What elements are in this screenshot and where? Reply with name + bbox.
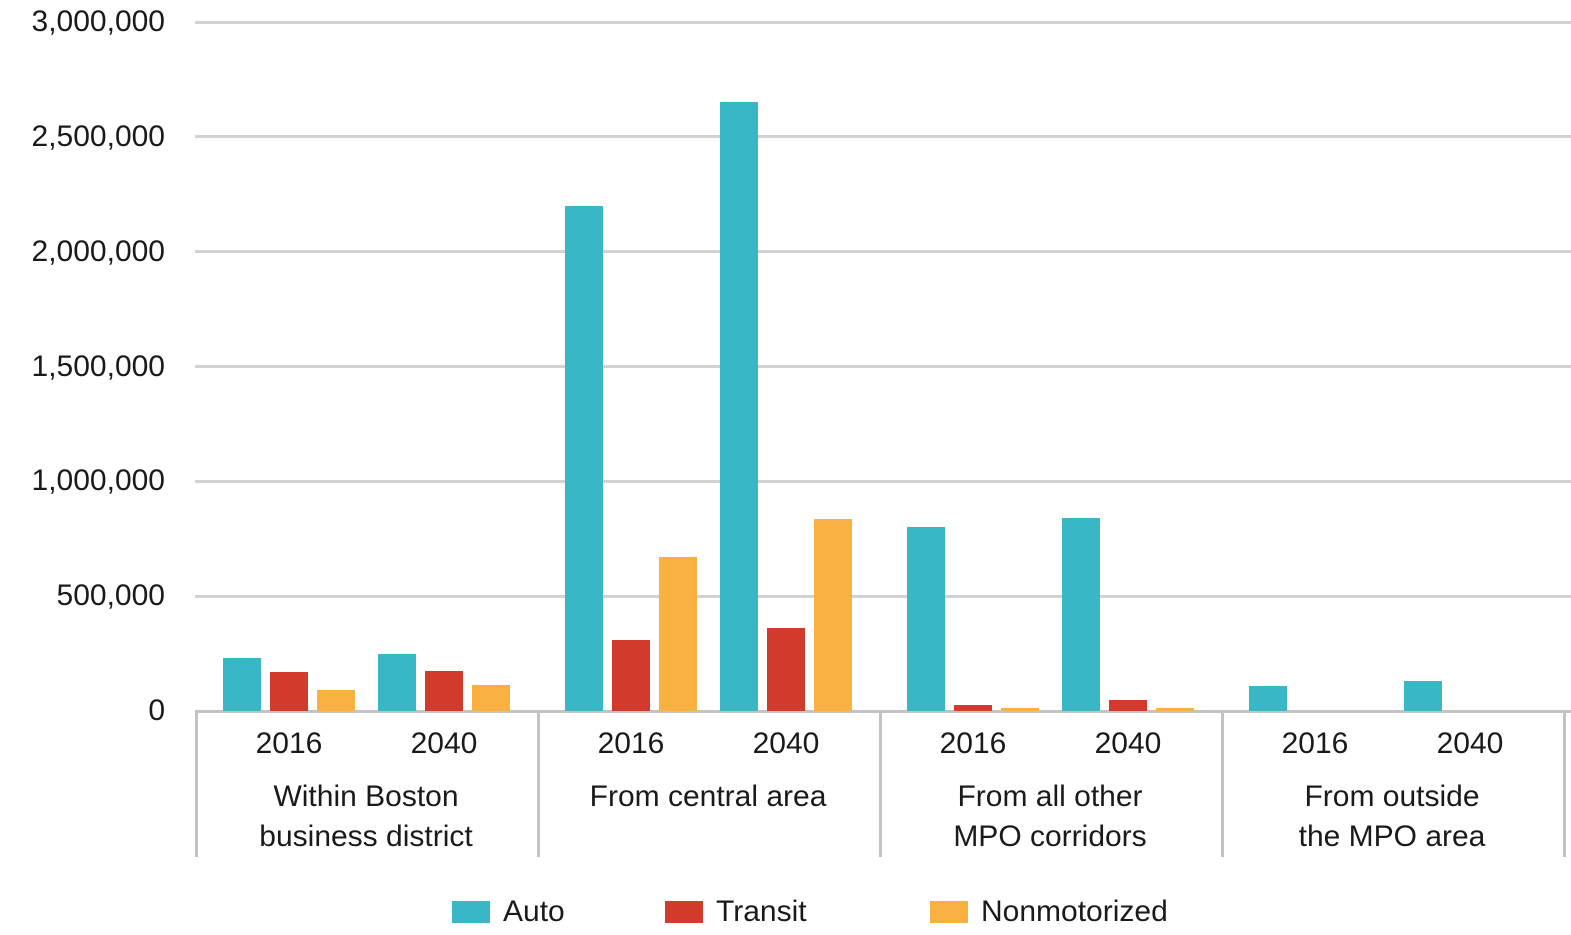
legend-label: Nonmotorized (981, 895, 1168, 928)
x-axis-baseline (195, 709, 1571, 713)
bar-transit-2016 (612, 639, 650, 711)
category-divider (1221, 711, 1224, 857)
bar-auto-2016 (223, 658, 261, 711)
legend-label: Auto (503, 895, 565, 928)
legend-swatch-transit (665, 901, 703, 923)
bar-transit-2040 (767, 628, 805, 711)
x-axis-year-label: 2016 (597, 727, 665, 760)
y-axis-tick-label: 3,000,000 (31, 5, 165, 38)
x-axis-year-label: 2040 (1094, 727, 1162, 760)
x-axis-year-label: 2040 (752, 727, 820, 760)
x-axis-group-label: Within Boston business district (195, 777, 537, 857)
x-axis-group-label-line: From outside (1304, 780, 1480, 813)
legend-swatch-nonmotorized (930, 901, 968, 923)
bar-transit-2040 (1109, 699, 1147, 711)
x-axis-year-label: 2016 (255, 727, 323, 760)
bar-transit-2016 (954, 705, 992, 711)
x-axis-year-label: 2040 (1436, 727, 1504, 760)
x-axis-group-label-line: From all other (957, 780, 1143, 813)
bar-nonmotorized-2040 (1156, 707, 1194, 711)
bar-auto-2016 (565, 205, 603, 711)
x-axis-group-label: From outside the MPO area (1221, 777, 1563, 857)
legend-item-transit: Transit (665, 897, 807, 927)
category-divider (537, 711, 540, 857)
category-divider (1563, 711, 1566, 857)
x-axis-group-label-line: the MPO area (1298, 820, 1486, 853)
bar-auto-2016 (907, 527, 945, 711)
x-axis-year-label: 2016 (939, 727, 1007, 760)
bar-nonmotorized-2016 (317, 690, 355, 711)
bar-auto-2040 (1062, 518, 1100, 711)
y-axis-tick-label: 0 (148, 694, 165, 727)
bar-auto-2040 (720, 102, 758, 711)
legend-item-nonmotorized: Nonmotorized (930, 897, 1168, 927)
bar-auto-2040 (378, 653, 416, 711)
gridline (195, 135, 1571, 139)
x-axis-group-label: From all other MPO corridors (879, 777, 1221, 857)
category-divider (879, 711, 882, 857)
bar-transit-2040 (425, 670, 463, 711)
legend-label: Transit (716, 895, 807, 928)
y-axis-tick-label: 500,000 (56, 579, 165, 613)
category-divider (195, 711, 198, 857)
bar-nonmotorized-2016 (1001, 707, 1039, 711)
gridline (195, 594, 1571, 598)
bar-nonmotorized-2040 (472, 684, 510, 711)
bar-transit-2016 (270, 671, 308, 711)
x-axis-group-label: From central area (537, 777, 879, 817)
legend-item-auto: Auto (452, 897, 565, 927)
bar-nonmotorized-2040 (814, 519, 852, 711)
x-axis-year-label: 2016 (1281, 727, 1349, 760)
x-axis-group-label-line: business district (259, 820, 473, 853)
gridline (195, 479, 1571, 483)
x-axis-group-label-line: Within Boston (273, 780, 459, 813)
bar-nonmotorized-2016 (659, 557, 697, 711)
gridline (195, 250, 1571, 254)
y-axis-tick-label: 1,500,000 (31, 349, 165, 383)
bar-auto-2040 (1404, 681, 1442, 711)
y-axis-tick-label: 2,000,000 (31, 234, 165, 268)
y-axis-tick-label: 2,500,000 (31, 119, 165, 153)
gridline (195, 365, 1571, 368)
gridline (195, 20, 1571, 24)
y-axis-tick-label: 1,000,000 (31, 464, 165, 498)
bar-auto-2016 (1249, 685, 1287, 711)
x-axis-group-label-line: From central area (589, 780, 827, 813)
x-axis-group-label-line: MPO corridors (953, 820, 1147, 853)
x-axis-year-label: 2040 (410, 727, 478, 760)
legend-swatch-auto (452, 901, 490, 923)
